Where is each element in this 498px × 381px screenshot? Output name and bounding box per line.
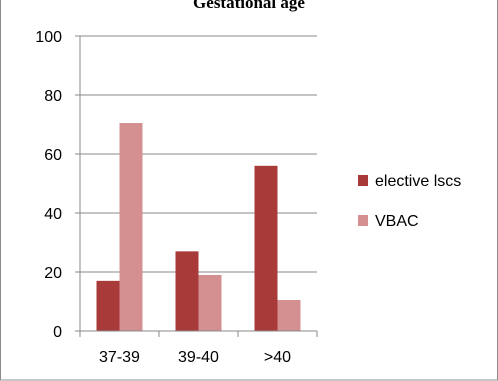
y-tick-label: 40 [44,206,62,223]
bar [175,251,199,331]
x-tick-label: >40 [264,349,291,366]
legend: elective lscs VBAC [358,173,461,230]
x-tick-label: 39-40 [178,349,219,366]
y-tick-label: 60 [44,147,62,164]
y-tick-label: 0 [53,324,62,341]
legend-swatch [358,215,368,226]
y-tick-label: 80 [44,88,62,105]
bar [254,165,278,331]
chart-title: Gestational age [193,0,305,12]
legend-label: elective lscs [375,173,461,190]
legend-label: VBAC [375,213,419,230]
x-tick-label: 37-39 [99,349,140,366]
bar [96,280,120,331]
bar [119,123,143,332]
y-tick-label: 100 [35,29,62,46]
bar [198,274,222,331]
bar [277,300,301,331]
axes [75,35,318,337]
y-tick-labels: 0 20 40 60 80 100 [35,29,62,341]
bars [96,123,301,332]
legend-swatch [358,175,368,186]
x-tick-labels: 37-39 39-40 >40 [99,349,291,366]
y-tick-label: 20 [44,265,62,282]
